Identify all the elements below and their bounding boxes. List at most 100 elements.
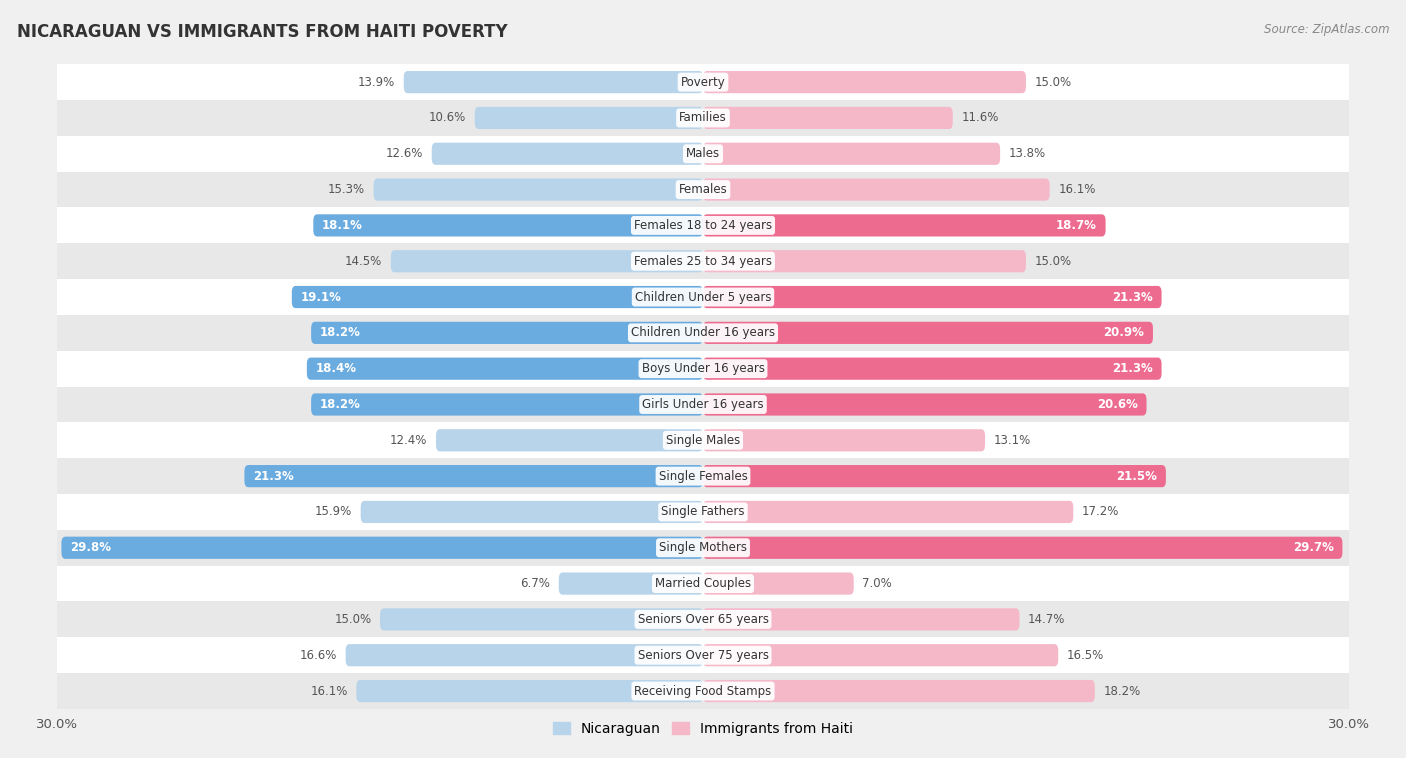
Bar [58, 351, 1348, 387]
Text: 21.3%: 21.3% [1112, 290, 1153, 303]
Text: Families: Families [679, 111, 727, 124]
Bar [58, 422, 1348, 459]
Text: 14.7%: 14.7% [1028, 613, 1066, 626]
Text: 13.1%: 13.1% [994, 434, 1031, 446]
Text: 13.9%: 13.9% [359, 76, 395, 89]
Text: 29.7%: 29.7% [1294, 541, 1334, 554]
FancyBboxPatch shape [436, 429, 703, 452]
Bar [58, 208, 1348, 243]
FancyBboxPatch shape [703, 501, 1073, 523]
Text: Seniors Over 65 years: Seniors Over 65 years [637, 613, 769, 626]
Text: 16.5%: 16.5% [1067, 649, 1104, 662]
Bar [58, 315, 1348, 351]
FancyBboxPatch shape [432, 143, 703, 165]
FancyBboxPatch shape [703, 178, 1050, 201]
FancyBboxPatch shape [245, 465, 703, 487]
FancyBboxPatch shape [311, 393, 703, 415]
Text: 21.3%: 21.3% [1112, 362, 1153, 375]
FancyBboxPatch shape [292, 286, 703, 309]
Text: Females: Females [679, 183, 727, 196]
Text: Single Fathers: Single Fathers [661, 506, 745, 518]
Text: Girls Under 16 years: Girls Under 16 years [643, 398, 763, 411]
Text: 12.4%: 12.4% [389, 434, 427, 446]
FancyBboxPatch shape [703, 429, 986, 452]
Text: Females 18 to 24 years: Females 18 to 24 years [634, 219, 772, 232]
FancyBboxPatch shape [404, 71, 703, 93]
FancyBboxPatch shape [374, 178, 703, 201]
FancyBboxPatch shape [311, 321, 703, 344]
Bar [58, 637, 1348, 673]
FancyBboxPatch shape [703, 465, 1166, 487]
FancyBboxPatch shape [380, 608, 703, 631]
FancyBboxPatch shape [703, 250, 1026, 272]
FancyBboxPatch shape [307, 358, 703, 380]
Bar [58, 171, 1348, 208]
FancyBboxPatch shape [346, 644, 703, 666]
FancyBboxPatch shape [62, 537, 703, 559]
Bar [58, 136, 1348, 171]
Text: Seniors Over 75 years: Seniors Over 75 years [637, 649, 769, 662]
FancyBboxPatch shape [558, 572, 703, 595]
FancyBboxPatch shape [703, 358, 1161, 380]
Text: Females 25 to 34 years: Females 25 to 34 years [634, 255, 772, 268]
Text: NICARAGUAN VS IMMIGRANTS FROM HAITI POVERTY: NICARAGUAN VS IMMIGRANTS FROM HAITI POVE… [17, 23, 508, 41]
Text: 15.9%: 15.9% [315, 506, 352, 518]
Text: 14.5%: 14.5% [344, 255, 382, 268]
Text: 18.4%: 18.4% [315, 362, 357, 375]
Text: 21.5%: 21.5% [1116, 470, 1157, 483]
Text: 29.8%: 29.8% [70, 541, 111, 554]
Bar [58, 673, 1348, 709]
Text: 21.3%: 21.3% [253, 470, 294, 483]
Text: 18.2%: 18.2% [319, 398, 361, 411]
Bar [58, 602, 1348, 637]
Text: 10.6%: 10.6% [429, 111, 467, 124]
Text: 7.0%: 7.0% [862, 577, 891, 590]
FancyBboxPatch shape [703, 572, 853, 595]
Bar [58, 494, 1348, 530]
Text: Single Mothers: Single Mothers [659, 541, 747, 554]
Text: Single Males: Single Males [666, 434, 740, 446]
Text: 20.9%: 20.9% [1104, 327, 1144, 340]
FancyBboxPatch shape [703, 321, 1153, 344]
Text: Children Under 16 years: Children Under 16 years [631, 327, 775, 340]
Bar [58, 459, 1348, 494]
Bar [58, 530, 1348, 565]
Text: 18.2%: 18.2% [319, 327, 361, 340]
FancyBboxPatch shape [703, 393, 1146, 415]
Text: 18.1%: 18.1% [322, 219, 363, 232]
Text: Single Females: Single Females [658, 470, 748, 483]
Bar [58, 64, 1348, 100]
Text: 15.0%: 15.0% [1035, 255, 1071, 268]
FancyBboxPatch shape [703, 286, 1161, 309]
Text: 18.7%: 18.7% [1056, 219, 1097, 232]
Text: 16.1%: 16.1% [1059, 183, 1095, 196]
FancyBboxPatch shape [475, 107, 703, 129]
Text: 20.6%: 20.6% [1097, 398, 1137, 411]
Text: Source: ZipAtlas.com: Source: ZipAtlas.com [1264, 23, 1389, 36]
FancyBboxPatch shape [703, 644, 1059, 666]
Text: 15.0%: 15.0% [335, 613, 371, 626]
Text: 16.6%: 16.6% [299, 649, 337, 662]
Bar [58, 279, 1348, 315]
FancyBboxPatch shape [703, 537, 1343, 559]
Text: Receiving Food Stamps: Receiving Food Stamps [634, 684, 772, 697]
Text: 6.7%: 6.7% [520, 577, 550, 590]
Text: 11.6%: 11.6% [962, 111, 998, 124]
Text: 18.2%: 18.2% [1104, 684, 1140, 697]
Text: 13.8%: 13.8% [1008, 147, 1046, 160]
Bar [58, 387, 1348, 422]
FancyBboxPatch shape [361, 501, 703, 523]
Text: 19.1%: 19.1% [301, 290, 342, 303]
Text: 16.1%: 16.1% [311, 684, 347, 697]
Bar [58, 243, 1348, 279]
FancyBboxPatch shape [703, 608, 1019, 631]
Text: Males: Males [686, 147, 720, 160]
Text: Married Couples: Married Couples [655, 577, 751, 590]
Text: 15.3%: 15.3% [328, 183, 366, 196]
Bar [58, 100, 1348, 136]
Text: Children Under 5 years: Children Under 5 years [634, 290, 772, 303]
Bar [58, 565, 1348, 602]
Text: Boys Under 16 years: Boys Under 16 years [641, 362, 765, 375]
FancyBboxPatch shape [703, 215, 1105, 236]
FancyBboxPatch shape [703, 143, 1000, 165]
